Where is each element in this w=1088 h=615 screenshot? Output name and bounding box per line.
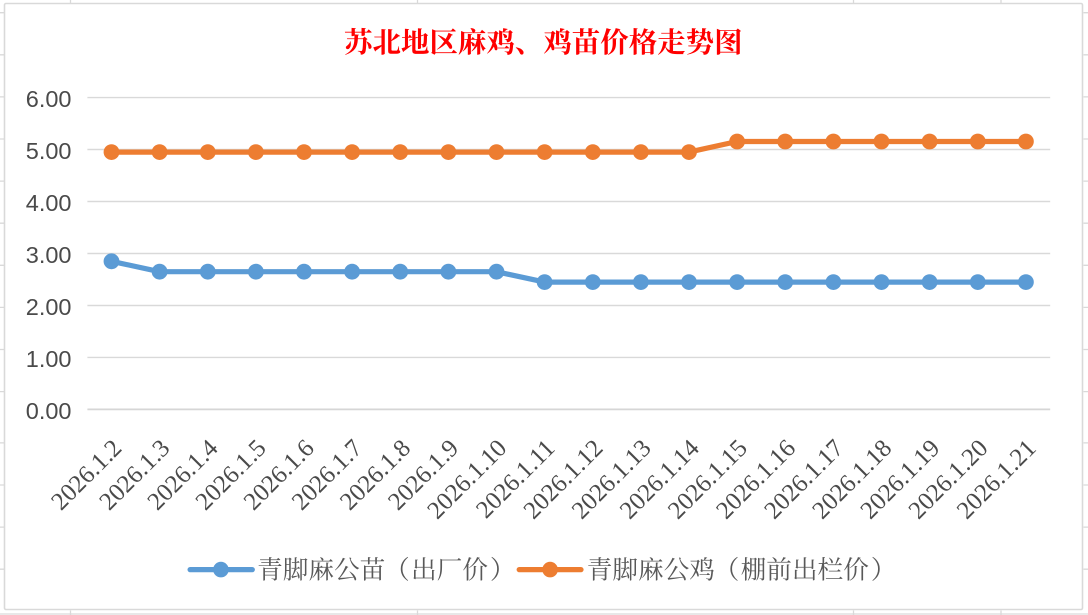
svg-text:3.00: 3.00 bbox=[26, 242, 72, 268]
svg-text:4.00: 4.00 bbox=[26, 190, 72, 216]
svg-text:5.00: 5.00 bbox=[26, 138, 72, 164]
svg-text:0.00: 0.00 bbox=[26, 398, 72, 424]
svg-text:6.00: 6.00 bbox=[26, 86, 72, 112]
svg-text:1.00: 1.00 bbox=[26, 346, 72, 372]
svg-text:2.00: 2.00 bbox=[26, 294, 72, 320]
